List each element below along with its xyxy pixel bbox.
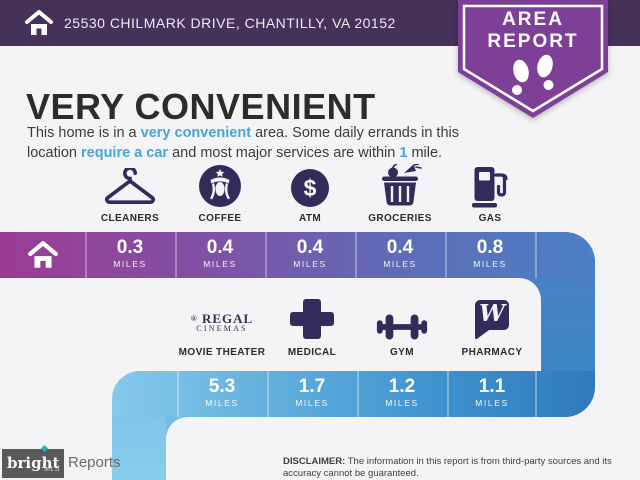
badge-line2: REPORT: [487, 31, 579, 52]
segment-divider: [445, 232, 447, 278]
svg-text:$: $: [304, 175, 317, 201]
home-icon: [27, 241, 58, 268]
bar-connector-right: [541, 260, 595, 385]
registered-mark: ®: [190, 314, 198, 323]
distance-bar-row2: [112, 371, 595, 417]
highlight-very-convenient: very convenient: [140, 124, 252, 141]
segment-divider: [175, 232, 177, 278]
corner-fillet-mask: [166, 417, 188, 439]
distance-coffee: 0.4 MILES: [203, 237, 237, 269]
distance-movie-theater: 5.3 MILES: [205, 376, 239, 408]
segment-divider: [357, 371, 359, 417]
segment-divider: [265, 232, 267, 278]
place-gas: GAS: [445, 160, 535, 224]
segment-divider: [447, 371, 449, 417]
home-marker: [0, 232, 85, 278]
walgreens-w-logo: W: [471, 298, 513, 342]
segment-divider: [535, 232, 537, 278]
summary-text: This home is in a very convenient area. …: [27, 124, 459, 162]
place-gym: GYM: [357, 294, 447, 358]
regal-cinemas-logo: ® REGAL CINEMAS: [190, 311, 254, 333]
distance-groceries: 0.4 MILES: [383, 237, 417, 269]
place-pharmacy: W PHARMACY: [461, 298, 523, 358]
distance-pharmacy: 1.1 MILES: [475, 376, 509, 408]
page-title: VERY CONVENIENT: [26, 86, 376, 128]
place-movie-theater: ® REGAL CINEMAS MOVIE THEATER: [178, 311, 266, 358]
distance-medical: 1.7 MILES: [295, 376, 329, 408]
address-text: 25530 CHILMARK DRIVE, CHANTILLY, VA 2015…: [64, 15, 396, 31]
brightmls-mls-text: MLS: [44, 466, 60, 473]
footprints-icon: [512, 54, 554, 95]
disclaimer-text: DISCLAIMER: The information in this repo…: [283, 455, 612, 480]
place-groceries: GROCERIES: [355, 160, 445, 224]
segment-divider: [177, 371, 179, 417]
home-icon: [25, 10, 53, 35]
brightmls-logo: bright MLS: [2, 444, 64, 478]
highlight-one-mile: 1: [399, 145, 408, 161]
distance-gas: 0.8 MILES: [473, 237, 507, 269]
medical-cross-icon: [290, 299, 334, 339]
segment-divider: [355, 232, 357, 278]
segment-divider: [85, 232, 87, 278]
gas-pump-icon: [472, 167, 508, 208]
highlight-require-a-car: require a car: [81, 145, 169, 161]
place-medical: MEDICAL: [267, 294, 357, 358]
dollar-circle-icon: $: [291, 169, 329, 207]
starbucks-siren-icon: [199, 165, 241, 207]
distance-cleaners: 0.3 MILES: [113, 237, 147, 269]
reports-product-label: Reports: [68, 454, 121, 471]
segment-divider: [535, 371, 537, 417]
badge-shape: [458, 0, 608, 118]
badge-line1: AREA: [502, 9, 564, 30]
place-atm: $ ATM: [265, 160, 355, 224]
place-cleaners: CLEANERS: [85, 160, 175, 224]
segment-divider: [267, 371, 269, 417]
distance-atm: 0.4 MILES: [293, 237, 327, 269]
hanger-icon: [104, 168, 156, 204]
area-report-badge: AREA REPORT: [458, 0, 608, 118]
grocery-basket-icon: [382, 164, 422, 206]
brightmls-gem-icon: [40, 444, 49, 453]
place-coffee: COFFEE: [175, 160, 265, 224]
dumbbell-icon: [376, 314, 428, 340]
brightmls-brand-text: bright: [7, 454, 60, 472]
distance-bar-row1: [0, 232, 595, 278]
distance-gym: 1.2 MILES: [385, 376, 419, 408]
